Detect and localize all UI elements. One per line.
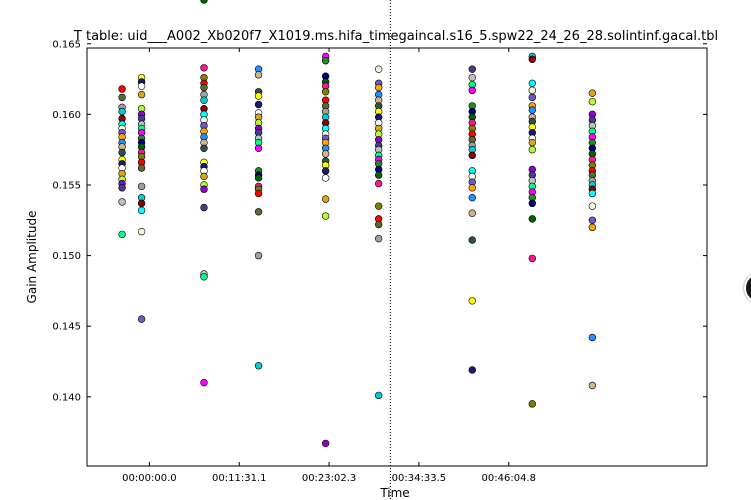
data-point xyxy=(137,164,146,172)
data-point xyxy=(528,145,537,154)
chart-title: T table: uid___A002_Xb020f7_X1019.ms.hif… xyxy=(73,29,718,44)
data-point xyxy=(118,107,126,116)
data-point xyxy=(321,167,330,175)
data-point xyxy=(321,88,330,96)
x-axis-label: Time xyxy=(379,486,409,500)
data-point xyxy=(588,333,597,342)
data-point xyxy=(528,93,537,102)
x-tick-label: 00:34:33.5 xyxy=(392,473,446,484)
data-point xyxy=(118,148,126,157)
data-point xyxy=(528,106,537,114)
data-point xyxy=(118,184,126,192)
data-point xyxy=(468,297,476,305)
x-tick-label: 00:00:00.0 xyxy=(122,473,176,484)
data-point xyxy=(468,73,476,82)
y-axis: 0.140 0.145 0.150 0.155 0.160 0.165 xyxy=(52,39,707,403)
data-point xyxy=(321,212,330,220)
data-point xyxy=(321,439,330,448)
data-point xyxy=(137,206,146,215)
data-point xyxy=(468,236,476,244)
data-point xyxy=(254,189,263,198)
data-point xyxy=(254,362,263,370)
data-point xyxy=(374,202,383,210)
data-point xyxy=(137,227,146,236)
data-point xyxy=(254,208,263,216)
y-axis-label: Gain Amplitude xyxy=(25,211,39,304)
data-point xyxy=(588,189,597,198)
data-point xyxy=(528,55,537,63)
data-point xyxy=(254,100,263,109)
data-point xyxy=(468,366,476,374)
y-tick-label: 0.165 xyxy=(52,39,81,50)
data-point xyxy=(254,174,263,182)
data-point xyxy=(528,254,537,263)
data-point xyxy=(137,182,146,191)
y-tick-label: 0.155 xyxy=(52,180,81,191)
data-point xyxy=(321,195,330,203)
y-tick-label: 0.140 xyxy=(52,392,81,403)
data-point xyxy=(588,381,597,390)
y-tick-label: 0.145 xyxy=(52,322,81,333)
data-point xyxy=(200,96,208,104)
data-points xyxy=(118,0,597,448)
data-point xyxy=(528,400,537,408)
data-point xyxy=(588,216,597,224)
data-point xyxy=(588,202,597,210)
data-point xyxy=(468,209,476,217)
data-point xyxy=(528,79,537,88)
data-point xyxy=(254,92,263,100)
data-point xyxy=(321,174,330,182)
y-tick-label: 0.150 xyxy=(52,251,81,262)
data-point xyxy=(200,64,208,72)
data-point xyxy=(588,97,597,106)
data-point xyxy=(321,150,330,158)
data-point xyxy=(137,315,146,323)
data-point xyxy=(200,185,208,193)
data-point xyxy=(200,203,208,212)
y-tick-label: 0.160 xyxy=(52,110,81,121)
data-point xyxy=(254,251,263,260)
data-point xyxy=(321,57,330,65)
data-point xyxy=(200,144,208,152)
data-point xyxy=(200,83,208,92)
data-point xyxy=(374,171,383,179)
data-point xyxy=(137,199,146,208)
data-point xyxy=(137,82,146,90)
data-point xyxy=(374,83,383,92)
data-point xyxy=(374,391,383,400)
data-point xyxy=(528,138,537,147)
x-tick-label: 00:23:02.3 xyxy=(302,473,356,484)
data-point xyxy=(528,199,537,208)
data-point xyxy=(118,85,126,93)
data-point xyxy=(200,273,208,281)
data-point xyxy=(468,151,476,160)
data-point xyxy=(200,172,208,181)
data-point xyxy=(468,86,476,95)
data-point xyxy=(468,184,476,192)
data-point xyxy=(374,234,383,243)
data-point xyxy=(200,378,208,387)
data-point xyxy=(118,230,126,239)
data-point xyxy=(468,65,476,73)
x-tick-label: 00:46:04.8 xyxy=(482,473,536,484)
data-point xyxy=(254,71,263,79)
data-point xyxy=(588,89,597,97)
data-point xyxy=(200,0,208,4)
data-point xyxy=(374,220,383,229)
data-point xyxy=(528,215,537,223)
data-point xyxy=(137,90,146,99)
x-tick-label: 00:11:31.1 xyxy=(212,473,266,484)
data-point xyxy=(254,144,263,152)
data-point xyxy=(118,198,126,206)
data-point xyxy=(374,65,383,73)
plot-frame xyxy=(86,47,708,467)
x-axis: 00:00:00.0 00:11:31.1 00:23:02.3 00:34:33.5… xyxy=(122,48,536,484)
data-point xyxy=(528,86,537,95)
data-point xyxy=(468,193,476,202)
data-point xyxy=(588,223,597,232)
data-point xyxy=(374,179,383,188)
data-point xyxy=(118,93,126,102)
